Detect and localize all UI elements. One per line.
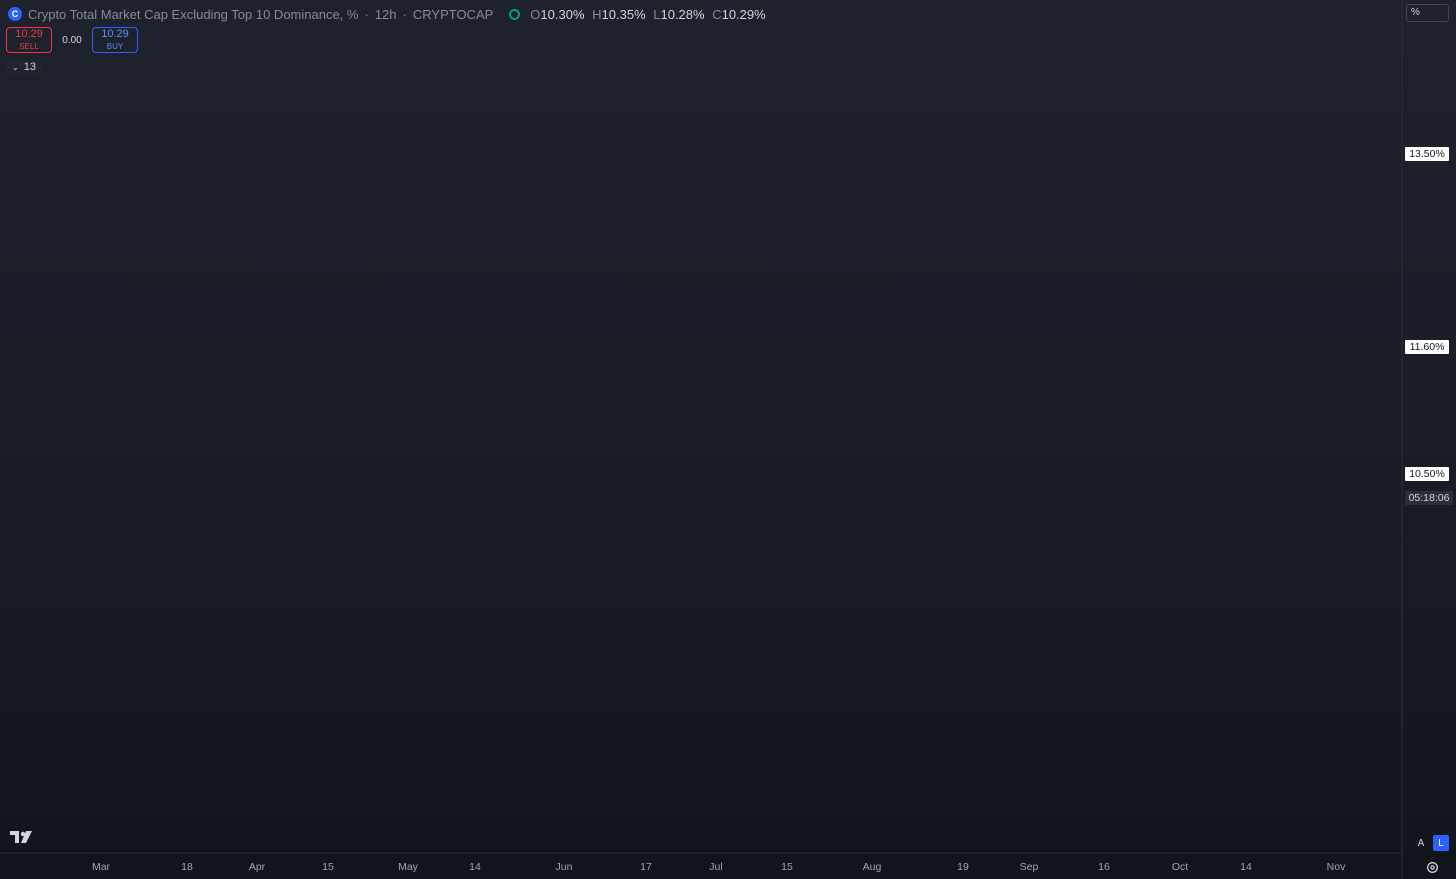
time-axis-label: Apr	[248, 861, 266, 873]
spread-value: 0.00	[62, 34, 82, 46]
scale-mode-label: %	[1411, 7, 1420, 18]
time-axis-label: May	[398, 861, 418, 873]
high-value: 10.35%	[601, 6, 646, 22]
low-value: 10.28%	[660, 6, 705, 22]
separator: ·	[364, 6, 369, 22]
time-axis-label: Sep	[1019, 861, 1039, 873]
time-axis-label: Aug	[862, 861, 882, 873]
sell-label: SELL	[19, 41, 39, 51]
buy-label: BUY	[106, 41, 124, 51]
separator: ·	[402, 6, 407, 22]
open-key: O	[530, 6, 541, 22]
time-axis-label: 15	[781, 861, 793, 873]
close-value: 10.29%	[721, 6, 766, 22]
time-axis-label: 16	[1098, 861, 1110, 873]
low-key: L	[653, 6, 661, 22]
symbol-legend[interactable]: C Crypto Total Market Cap Excluding Top …	[8, 5, 770, 23]
time-axis-label: 17	[640, 861, 652, 873]
indicators-toggle[interactable]: ⌄ 13	[6, 59, 42, 75]
time-axis-label: 18	[181, 861, 193, 873]
tradingview-logo-icon[interactable]	[10, 830, 36, 844]
price-level-tag-mid: 11.60%	[1405, 340, 1449, 354]
time-axis-label: Nov	[1326, 861, 1346, 873]
open-value: 10.30%	[540, 6, 585, 22]
price-level-tag-high: 13.50%	[1405, 147, 1449, 161]
time-axis-label: 19	[957, 861, 969, 873]
time-axis-label: 15	[322, 861, 334, 873]
sell-price: 10.29	[15, 27, 43, 40]
sell-button[interactable]: 10.29 SELL	[6, 27, 52, 53]
symbol-title[interactable]: Crypto Total Market Cap Excluding Top 10…	[28, 6, 359, 22]
time-axis-label: Oct	[1171, 861, 1189, 873]
time-axis-label: 14	[1240, 861, 1252, 873]
price-level-tag-low: 10.50%	[1405, 467, 1449, 481]
ohlc-values: O10.30% H10.35% L10.28% C10.29%	[530, 7, 769, 22]
exchange-label[interactable]: CRYPTOCAP	[412, 6, 494, 22]
time-axis-label: Jul	[709, 861, 723, 873]
indicators-count: 13	[23, 61, 36, 73]
auto-scale-button[interactable]: A	[1417, 837, 1425, 849]
time-axis-label: Jun	[555, 861, 573, 873]
market-status-icon	[509, 8, 521, 20]
high-key: H	[592, 6, 602, 22]
buy-button[interactable]: 10.29 BUY	[92, 27, 138, 53]
time-axis-label: 14	[469, 861, 481, 873]
log-scale-button[interactable]: L	[1433, 835, 1449, 851]
scale-mode-selector[interactable]: %	[1406, 4, 1449, 22]
scale-buttons: A L	[1413, 835, 1449, 851]
close-key: C	[712, 6, 722, 22]
interval-label[interactable]: 12h	[374, 6, 397, 22]
gear-icon[interactable]	[1424, 859, 1440, 875]
chevron-down-icon: ⌄	[12, 62, 19, 72]
buy-price: 10.29	[101, 27, 129, 40]
coin-logo-icon: C	[8, 7, 22, 21]
trade-buttons: 10.29 SELL 0.00 10.29 BUY	[6, 27, 138, 53]
bar-countdown-tag: 05:18:06	[1405, 491, 1453, 505]
time-axis-label: Mar	[91, 861, 111, 873]
